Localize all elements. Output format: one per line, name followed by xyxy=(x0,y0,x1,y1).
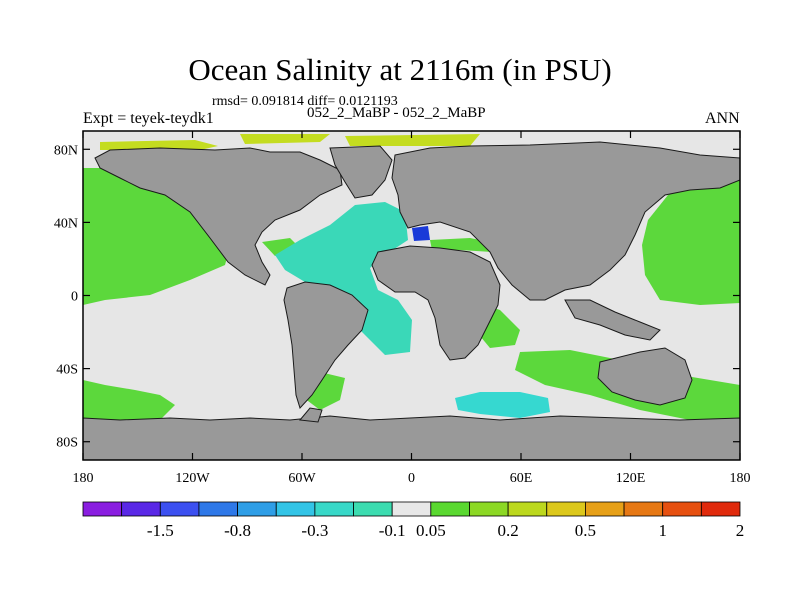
colorbar-box xyxy=(391,501,432,517)
anomaly-region-arctic-band-1 xyxy=(100,140,218,150)
colorbar-label: 2 xyxy=(736,521,745,540)
x-tick-label: 180 xyxy=(730,471,751,486)
land-greenland xyxy=(329,145,393,199)
colorbar-box xyxy=(546,501,586,517)
colorbar-box xyxy=(159,501,200,517)
x-tick-label: 60W xyxy=(288,471,316,486)
anomaly-region-north-atlantic xyxy=(275,202,412,355)
colorbar-box xyxy=(82,501,123,517)
chart-subtitle: 052_2_MaBP - 052_2_MaBP xyxy=(307,105,486,121)
season-label: ANN xyxy=(705,110,740,127)
x-tick-label: 180 xyxy=(73,471,94,486)
colorbar-label: -0.3 xyxy=(301,521,328,540)
chart-title: Ocean Salinity at 2116m (in PSU) xyxy=(188,52,612,87)
anomaly-region-arctic-band-2 xyxy=(240,134,330,144)
colorbar-box xyxy=(585,501,625,517)
colorbar-box xyxy=(430,501,470,517)
colorbar-box xyxy=(469,501,509,517)
colorbar-box xyxy=(314,501,354,517)
x-axis: 180 120W 60W 0 60E 120E 180 xyxy=(73,131,751,486)
anomaly-region-south-atlantic xyxy=(300,372,345,410)
colorbar-label: 0.5 xyxy=(575,521,596,540)
anomaly-region-southern-ocean-band xyxy=(455,392,550,418)
anomaly-region-mediterranean-low xyxy=(412,226,430,241)
land-southeast-asia xyxy=(564,299,661,341)
x-tick-label: 120W xyxy=(175,471,210,486)
colorbar-box xyxy=(623,501,664,517)
y-tick-label: 80N xyxy=(54,143,78,158)
experiment-label: Expt = teyek-teydk1 xyxy=(83,110,214,127)
y-tick-label: 40S xyxy=(56,363,78,378)
x-tick-label: 60E xyxy=(510,471,533,486)
stats-line: rmsd= 0.091814 diff= 0.0121193 xyxy=(212,94,398,109)
y-tick-label: 80S xyxy=(56,436,78,451)
colorbar-label: 0.2 xyxy=(497,521,518,540)
anomaly-region-north-pacific-east xyxy=(642,168,740,305)
colorbar-box xyxy=(353,501,393,517)
colorbar-label: 0.05 xyxy=(416,521,446,540)
land-australia xyxy=(597,347,693,406)
anomaly-region-labrador xyxy=(262,238,300,256)
anomaly-region-arctic-band-3 xyxy=(345,134,480,146)
colorbar-box xyxy=(121,501,161,517)
land-south-america xyxy=(283,281,369,409)
colorbar-label: -0.8 xyxy=(224,521,251,540)
land-antarctica xyxy=(83,415,740,460)
colorbar-box xyxy=(507,501,548,517)
y-tick-label: 0 xyxy=(71,290,78,305)
x-tick-label: 0 xyxy=(408,471,415,486)
colorbar-box xyxy=(275,501,316,517)
land-north-america xyxy=(94,147,343,286)
land-antarctic-peninsula xyxy=(299,407,323,423)
y-tick-label: 40N xyxy=(54,216,78,231)
colorbar-box xyxy=(198,501,238,517)
land-eurasia xyxy=(391,141,740,301)
land-africa xyxy=(371,245,501,361)
colorbar-label: -1.5 xyxy=(147,521,174,540)
colorbar-label: -0.1 xyxy=(379,521,406,540)
x-tick-label: 120E xyxy=(616,471,646,486)
colorbar-label: 1 xyxy=(658,521,667,540)
colorbar-box xyxy=(237,501,277,517)
colorbar-box xyxy=(662,501,702,517)
y-axis: 80N 40N 0 40S 80S xyxy=(54,143,740,451)
colorbar-box xyxy=(700,501,741,517)
